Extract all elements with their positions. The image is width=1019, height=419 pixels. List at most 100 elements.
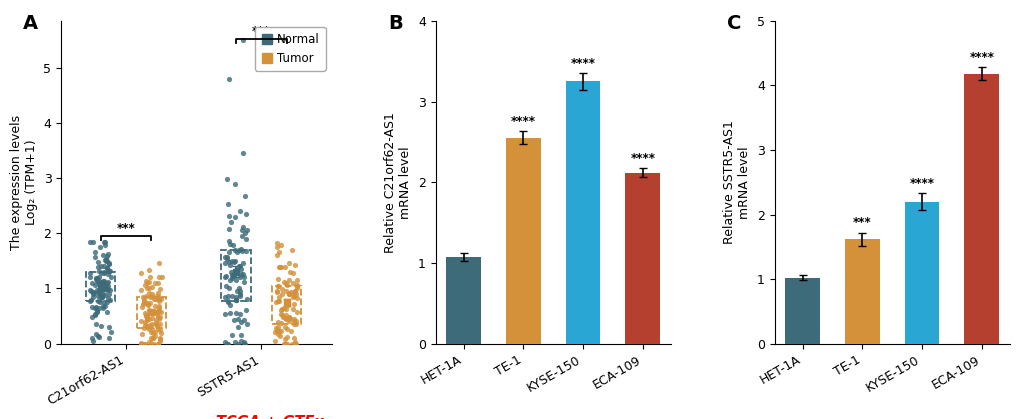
Point — [277, 279, 293, 286]
Point — [222, 277, 238, 284]
Point — [150, 340, 166, 347]
Point — [151, 303, 167, 310]
Point — [138, 293, 154, 300]
Point — [91, 278, 107, 285]
Point — [91, 334, 107, 340]
Point — [89, 277, 105, 284]
Bar — [272, 286, 301, 324]
Bar — [625, 173, 659, 344]
Point — [94, 294, 110, 301]
Point — [143, 340, 159, 347]
Point — [94, 283, 110, 290]
Point — [84, 313, 100, 320]
Point — [102, 286, 118, 293]
Point — [136, 299, 152, 306]
Point — [141, 307, 157, 314]
Point — [270, 293, 286, 300]
Point — [142, 300, 158, 307]
Point — [286, 287, 303, 294]
Point — [92, 298, 108, 305]
Bar — [844, 239, 878, 344]
Point — [88, 274, 104, 281]
Point — [232, 271, 249, 277]
Point — [85, 289, 101, 295]
Point — [85, 293, 101, 300]
Point — [234, 150, 251, 156]
Point — [141, 285, 157, 291]
Point — [278, 326, 294, 333]
Point — [88, 282, 104, 289]
Point — [87, 254, 103, 261]
Point — [99, 264, 115, 271]
Point — [281, 290, 298, 297]
Point — [97, 257, 113, 264]
Point — [95, 303, 111, 309]
Point — [100, 279, 116, 286]
Point — [270, 297, 286, 304]
Point — [278, 340, 294, 347]
Point — [91, 305, 107, 311]
Point — [287, 287, 304, 294]
Bar — [445, 257, 480, 344]
Point — [96, 299, 112, 305]
Point — [139, 316, 155, 323]
Point — [151, 307, 167, 314]
Point — [147, 303, 163, 309]
Point — [82, 287, 98, 293]
Point — [148, 308, 164, 315]
Point — [234, 37, 251, 44]
Point — [285, 279, 302, 286]
Point — [100, 282, 116, 289]
Point — [231, 290, 248, 297]
Point — [151, 294, 167, 301]
Point — [144, 284, 160, 291]
Point — [229, 324, 246, 331]
Point — [88, 320, 104, 327]
Point — [135, 294, 151, 300]
Point — [286, 262, 303, 269]
Point — [91, 274, 107, 280]
Bar — [964, 74, 999, 344]
Point — [231, 293, 248, 300]
Point — [232, 274, 249, 280]
Point — [90, 332, 106, 339]
Point — [221, 241, 237, 247]
Point — [96, 285, 112, 292]
Point — [149, 310, 165, 317]
Point — [281, 291, 298, 297]
Point — [277, 316, 293, 323]
Point — [227, 297, 244, 304]
Point — [93, 282, 109, 289]
Point — [97, 242, 113, 248]
Text: ***: *** — [852, 216, 871, 229]
Point — [277, 315, 293, 322]
Point — [269, 328, 285, 334]
Point — [237, 340, 254, 347]
Text: C: C — [727, 15, 741, 34]
Point — [142, 294, 158, 300]
Text: ****: **** — [630, 152, 654, 165]
Point — [233, 332, 250, 339]
Point — [231, 208, 248, 215]
Point — [230, 316, 247, 323]
Point — [99, 279, 115, 286]
Point — [236, 193, 253, 199]
Point — [276, 340, 292, 347]
Point — [218, 254, 234, 261]
Point — [99, 264, 115, 271]
Point — [102, 297, 118, 304]
Point — [285, 290, 302, 296]
Point — [138, 277, 154, 284]
Point — [84, 304, 100, 310]
Point — [150, 260, 166, 266]
Point — [227, 246, 244, 253]
Point — [225, 242, 242, 249]
Point — [216, 293, 232, 300]
Point — [273, 291, 289, 297]
Point — [235, 339, 252, 346]
Point — [143, 334, 159, 341]
Point — [98, 286, 114, 292]
Point — [97, 292, 113, 298]
Point — [86, 238, 102, 245]
Point — [152, 313, 168, 320]
